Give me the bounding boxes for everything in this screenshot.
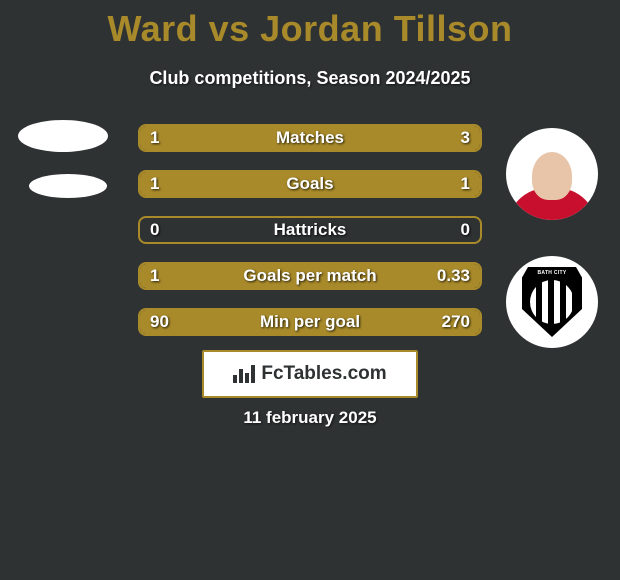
placeholder-ellipse: [29, 174, 107, 198]
stats-bars: 1 3 Matches 1 1 Goals 0 0 Hattricks 1 0.33 Goals pe…: [138, 124, 482, 336]
badge-text: BATH CITY: [538, 270, 567, 276]
club-badge-right: BATH CITY: [506, 256, 598, 348]
stat-bar: 1 3 Matches: [138, 124, 482, 152]
fctables-logo: FcTables.com: [202, 350, 418, 398]
stat-bar: 1 0.33 Goals per match: [138, 262, 482, 290]
chart-icon: [233, 365, 255, 383]
stat-value-right: 1: [461, 174, 470, 194]
stat-label: Min per goal: [260, 312, 360, 332]
stat-label: Matches: [276, 128, 344, 148]
stat-value-left: 90: [150, 312, 169, 332]
subtitle: Club competitions, Season 2024/2025: [0, 68, 620, 89]
stat-value-right: 3: [461, 128, 470, 148]
stat-value-right: 270: [442, 312, 470, 332]
player-left-avatar: [18, 120, 108, 198]
bar-fill-right: [225, 126, 480, 150]
stat-label: Hattricks: [274, 220, 347, 240]
bar-fill-right: [310, 172, 480, 196]
placeholder-ellipse: [18, 120, 108, 152]
stat-bar: 0 0 Hattricks: [138, 216, 482, 244]
stat-value-right: 0.33: [437, 266, 470, 286]
stat-value-left: 1: [150, 174, 159, 194]
stat-bar: 1 1 Goals: [138, 170, 482, 198]
stat-value-right: 0: [461, 220, 470, 240]
stat-value-left: 0: [150, 220, 159, 240]
stat-value-left: 1: [150, 128, 159, 148]
logo-text: FcTables.com: [261, 363, 386, 385]
stat-bar: 90 270 Min per goal: [138, 308, 482, 336]
page-title: Ward vs Jordan Tillson: [0, 0, 620, 50]
stat-label: Goals per match: [243, 266, 376, 286]
date-label: 11 february 2025: [0, 408, 620, 428]
player-right-avatar: [506, 128, 598, 220]
stat-value-left: 1: [150, 266, 159, 286]
stat-label: Goals: [286, 174, 333, 194]
bar-fill-left: [140, 172, 310, 196]
